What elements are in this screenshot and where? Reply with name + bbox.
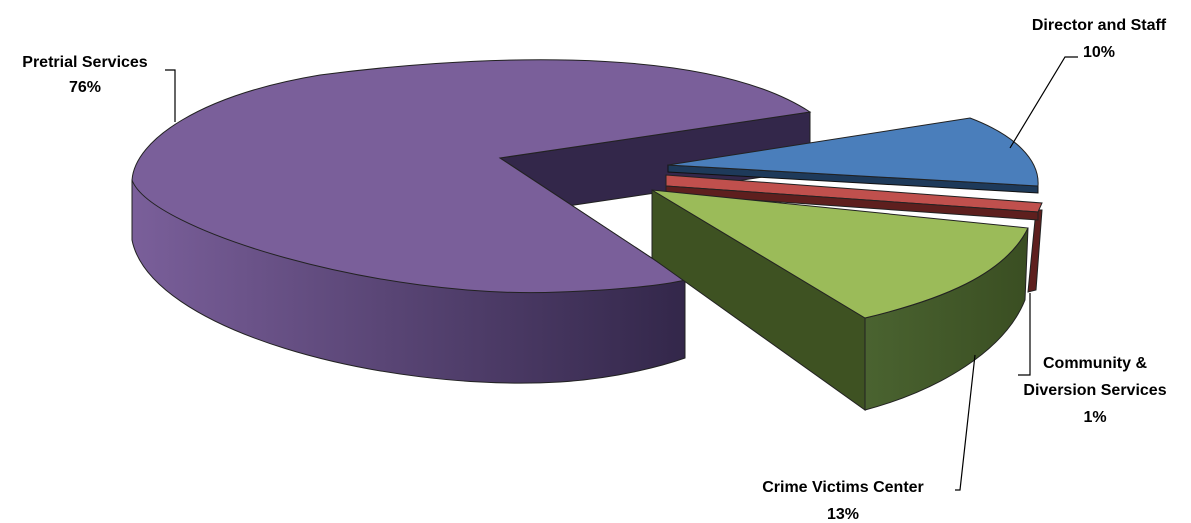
value-label-director-and-staff: 10% [1083,44,1115,61]
leader-line-community-diversion-services [1018,293,1031,376]
pie-slice-director-and-staff-top [667,117,1039,187]
pie-slice-pretrial-services-top [131,59,812,294]
pie-slice-crime-victims-center-top [651,189,1029,319]
leader-line-crime-victims-center [955,354,976,491]
pie-slice-crime-victims-center [651,189,1029,411]
label-crime-victims-center: Crime Victims Center [762,479,924,496]
pie-slice-community-diversion-services [665,174,1043,293]
value-label-community-diversion-services: 1% [1083,409,1106,426]
label-pretrial-services: Pretrial Services [22,54,148,71]
label-community-diversion-services-line2: Diversion Services [1023,382,1166,399]
pie-slice-director-and-staff [667,117,1039,194]
label-community-diversion-services-line1: Community & [1043,355,1147,372]
label-director-and-staff: Director and Staff [1032,17,1167,34]
pie-slice-pretrial-services [131,59,812,384]
value-label-pretrial-services: 76% [69,79,101,96]
leader-line-pretrial-services [165,69,176,122]
value-label-crime-victims-center: 13% [827,506,859,523]
leader-line-director-and-staff [1009,56,1078,149]
pie-slice-community-diversion-services-side [1027,209,1043,293]
